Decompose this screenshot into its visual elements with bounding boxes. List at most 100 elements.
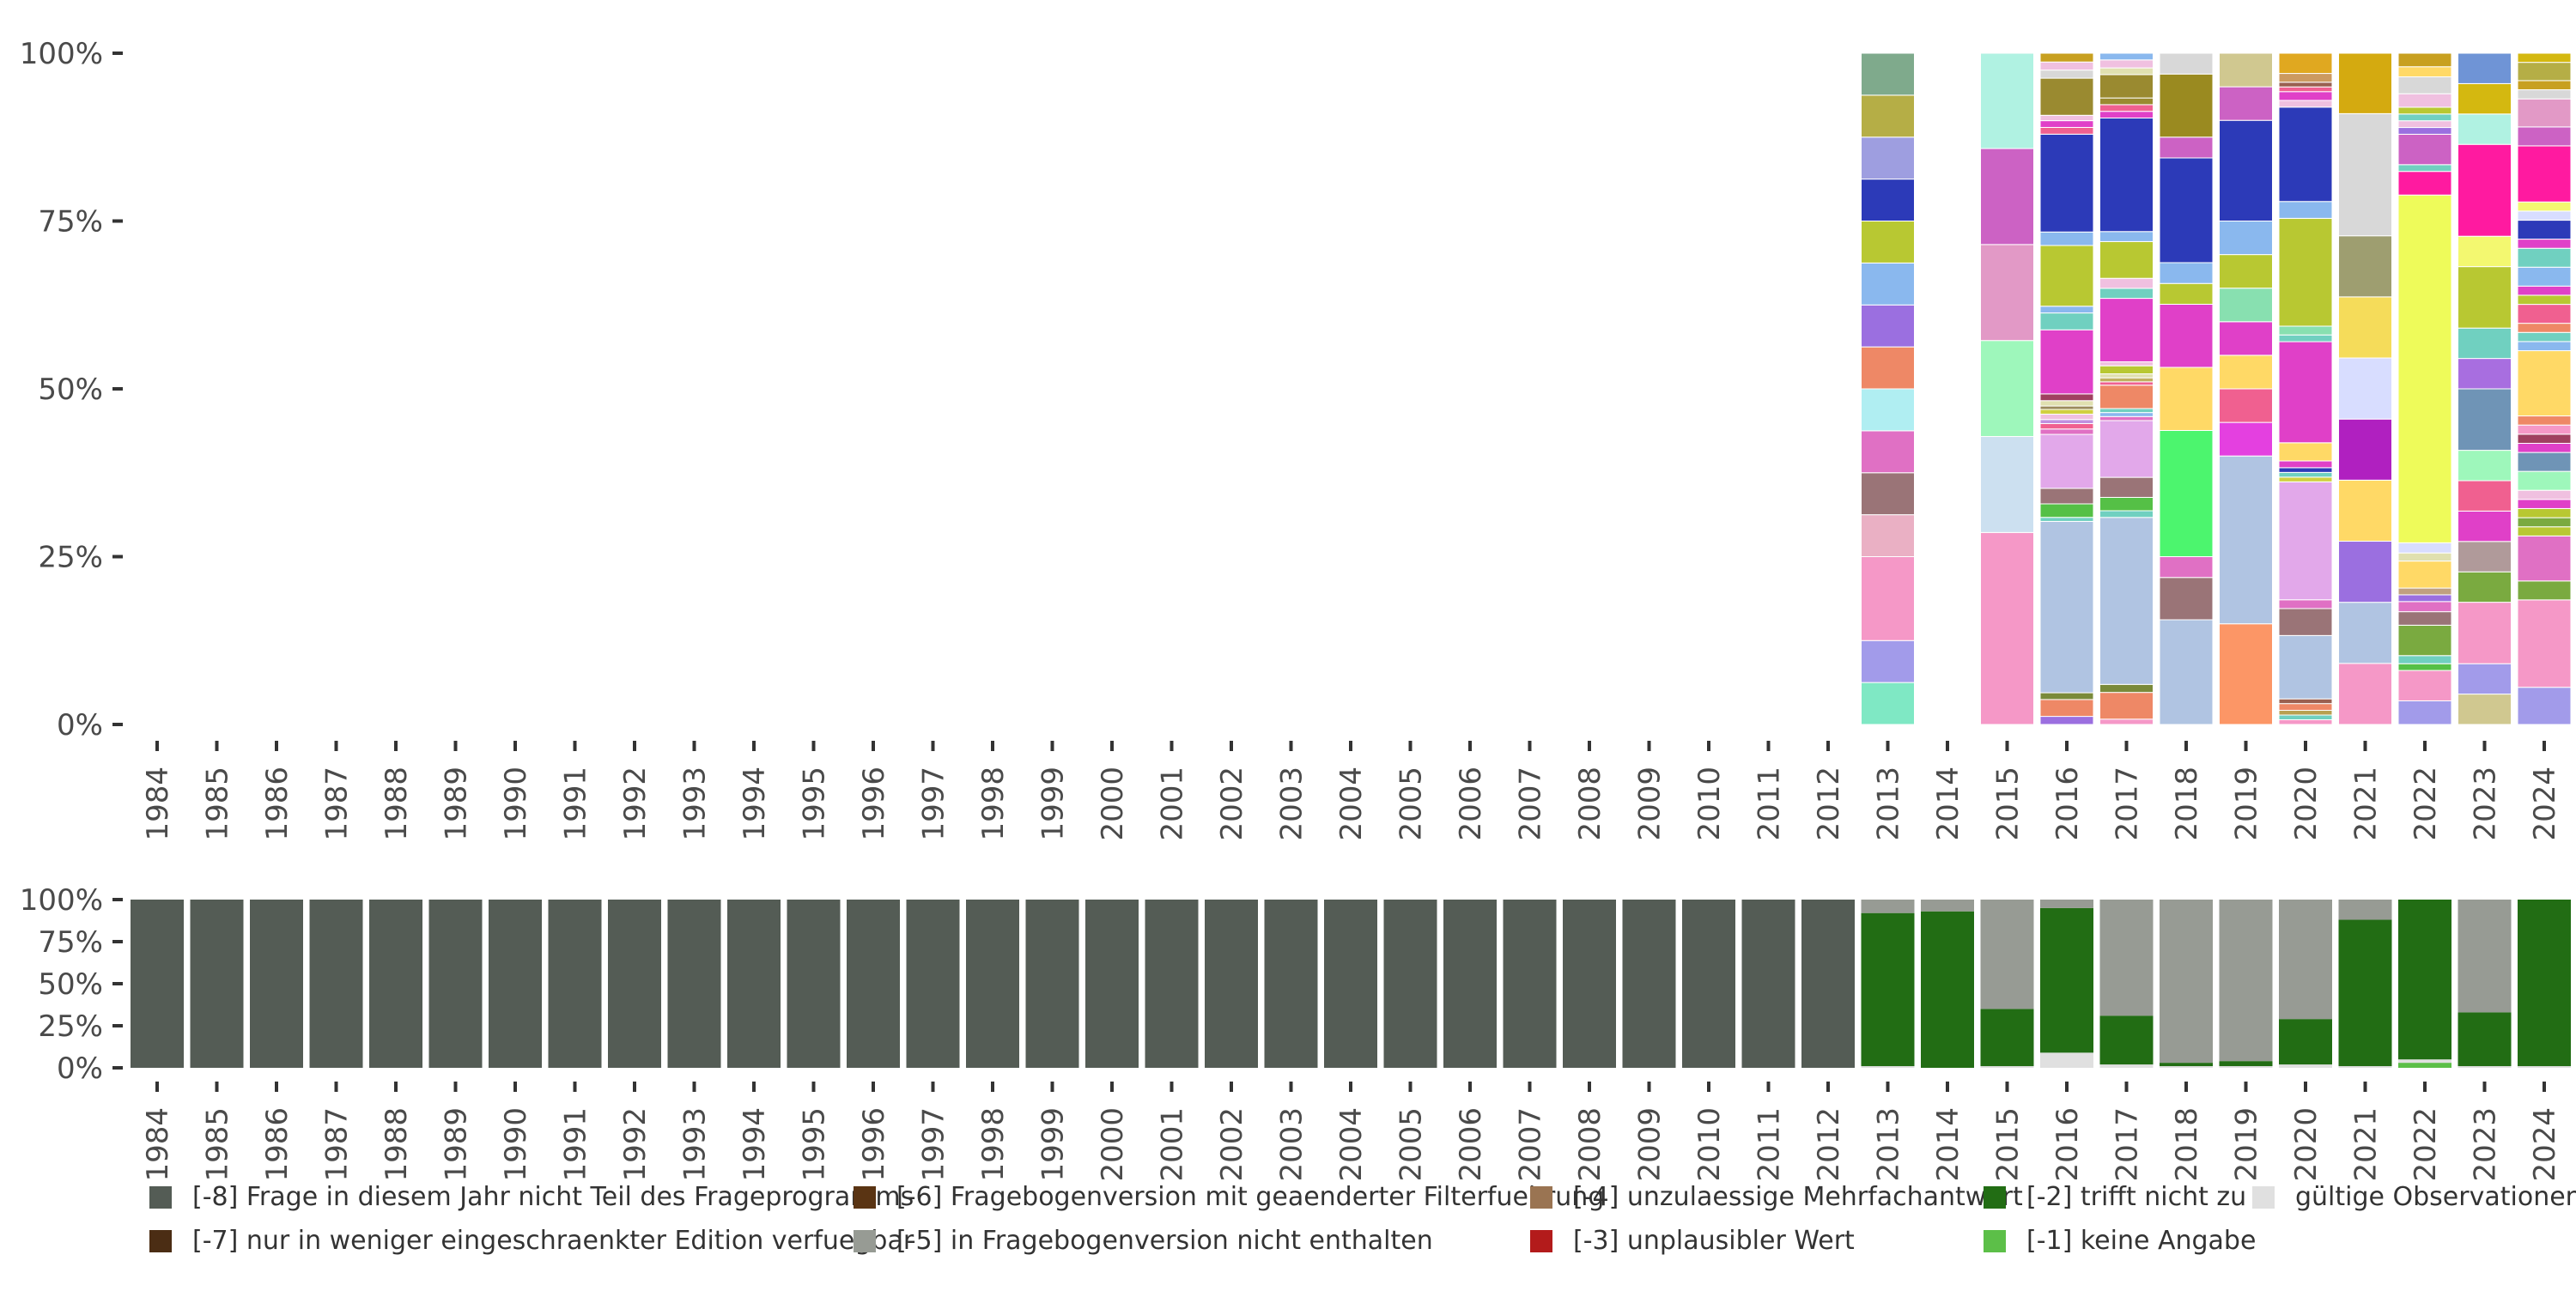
bar-segment-2021 [2338, 296, 2392, 359]
bar-segment-2022 [2397, 113, 2452, 122]
bar-segment-2024 [2517, 442, 2572, 453]
bottom-xtick-label-2003: 2003 [1275, 1107, 1309, 1182]
bar-segment-2013 [1861, 304, 1915, 348]
top-xtick-label-1997: 1997 [917, 767, 951, 841]
bar-segment-2022 [2397, 164, 2452, 173]
bar-segment-2017 [2099, 240, 2154, 279]
bottom-xtick-label-2013: 2013 [1872, 1107, 1906, 1182]
bar-segment-2013 [1861, 221, 1915, 264]
bottom-xtick-label-1995: 1995 [798, 1107, 832, 1182]
bar-1993--8-frage-in-diesem-jahr-nicht-teil-des-frageprogramms [667, 900, 721, 1068]
bar-segment-2023 [2458, 113, 2512, 145]
bottom-xtick-label-2007: 2007 [1514, 1107, 1548, 1182]
bar-segment-2016 [2039, 312, 2094, 330]
bar-segment-2017 [2099, 692, 2154, 720]
bar-1985--8-frage-in-diesem-jahr-nicht-teil-des-frageprogramms [190, 900, 244, 1068]
bar-segment-2022 [2397, 655, 2452, 664]
top-xtick-label-2023: 2023 [2469, 767, 2503, 841]
bottom-xtick-label-2012: 2012 [1812, 1107, 1846, 1182]
bar-segment-2024 [2517, 350, 2572, 417]
top-xtick-label-1992: 1992 [618, 767, 653, 841]
bar-segment-2017 [2099, 298, 2154, 362]
bottom-ytick-label: 50% [38, 967, 103, 1002]
bar-segment-2015 [1980, 52, 2034, 149]
bar-segment-2017 [2099, 412, 2154, 417]
bar-segment-2023 [2458, 358, 2512, 390]
bar-segment-2017 [2099, 365, 2154, 374]
bar-segment-2022 [2397, 52, 2452, 68]
bar-segment-2024 [2517, 535, 2572, 582]
bar-segment-2018 [2159, 73, 2214, 138]
bar-2015--2-trifft-nicht-zu [1980, 1009, 2034, 1067]
bar-segment-2016 [2039, 422, 2094, 430]
bar-segment-2019 [2219, 355, 2273, 390]
bar-segment-2019 [2219, 288, 2273, 323]
top-xtick-label-1998: 1998 [976, 767, 1011, 841]
bar-1988--8-frage-in-diesem-jahr-nicht-teil-des-frageprogramms [369, 900, 422, 1068]
bar-segment-2024 [2517, 452, 2572, 472]
bar-segment-2024 [2517, 266, 2572, 287]
bar-segment-2019 [2219, 455, 2273, 625]
bar-segment-2019 [2219, 52, 2273, 88]
top-xtick-label-1985: 1985 [201, 767, 235, 841]
bottom-xtick-label-2022: 2022 [2409, 1107, 2443, 1182]
bar-1992--8-frage-in-diesem-jahr-nicht-teil-des-frageprogramms [608, 900, 661, 1068]
bar-segment-2024 [2517, 507, 2572, 518]
bar-segment-2013 [1861, 639, 1915, 683]
bar-1998--8-frage-in-diesem-jahr-nicht-teil-des-frageprogramms [966, 900, 1019, 1068]
bar-segment-2024 [2517, 517, 2572, 528]
bar-segment-2015 [1980, 244, 2034, 342]
bar-segment-2017 [2099, 415, 2154, 421]
bar-1986--8-frage-in-diesem-jahr-nicht-teil-des-frageprogramms [250, 900, 303, 1068]
bar-2010--8-frage-in-diesem-jahr-nicht-teil-des-frageprogramms [1682, 900, 1735, 1068]
bar-segment-2016 [2039, 329, 2094, 395]
bar-segment-2024 [2517, 52, 2572, 64]
bar-segment-2018 [2159, 262, 2214, 284]
bar-segment-2020 [2278, 82, 2333, 88]
bar-segment-2016 [2039, 245, 2094, 307]
bottom-xtick-label-1986: 1986 [260, 1107, 295, 1182]
bottom-xtick-label-2008: 2008 [1573, 1107, 1607, 1182]
bar-segment-2022 [2397, 93, 2452, 108]
bar-segment-2020 [2278, 52, 2333, 75]
bar-segment-2024 [2517, 239, 2572, 249]
bar-2017--2-trifft-nicht-zu [2099, 1015, 2154, 1065]
bar-segment-2022 [2397, 542, 2452, 554]
top-xtick-label-2004: 2004 [1334, 767, 1369, 841]
bar-segment-2015 [1980, 148, 2034, 245]
bar-segment-2020 [2278, 471, 2333, 478]
bar-segment-2020 [2278, 217, 2333, 327]
bar-segment-2024 [2517, 80, 2572, 91]
bar-segment-2019 [2219, 119, 2273, 221]
bar-segment-2024 [2517, 331, 2572, 342]
top-xtick-label-2007: 2007 [1514, 767, 1548, 841]
bar-segment-2013 [1861, 52, 1915, 96]
bar-2011--8-frage-in-diesem-jahr-nicht-teil-des-frageprogramms [1741, 900, 1795, 1068]
bottom-xtick-label-1998: 1998 [976, 1107, 1011, 1182]
bar-segment-2017 [2099, 408, 2154, 414]
bar-segment-2013 [1861, 262, 1915, 306]
bottom-xtick-label-2016: 2016 [2050, 1107, 2085, 1182]
bar-2023-g-ltige-observationen [2458, 1066, 2512, 1068]
bar-segment-2020 [2278, 201, 2333, 219]
bar-segment-2024 [2517, 201, 2572, 212]
bar-segment-2023 [2458, 571, 2512, 603]
bar-2019--2-trifft-nicht-zu [2219, 1061, 2273, 1067]
bar-segment-2024 [2517, 304, 2572, 324]
bar-segment-2018 [2159, 367, 2214, 431]
bar-1989--8-frage-in-diesem-jahr-nicht-teil-des-frageprogramms [428, 900, 483, 1068]
bar-segment-2017 [2099, 377, 2154, 383]
bottom-xtick-label-2006: 2006 [1454, 1107, 1488, 1182]
bottom-xtick-label-2001: 2001 [1156, 1107, 1190, 1182]
bar-2013--5-in-fragebogenversion-nicht-enthalten [1861, 900, 1915, 913]
bottom-xtick-label-2019: 2019 [2230, 1107, 2264, 1182]
bar-segment-2022 [2397, 561, 2452, 589]
bar-segment-2018 [2159, 556, 2214, 579]
top-xtick-label-2001: 2001 [1156, 767, 1190, 841]
bottom-ytick-label: 25% [38, 1009, 103, 1044]
bar-segment-2021 [2338, 357, 2392, 420]
top-xtick-label-2008: 2008 [1573, 767, 1607, 841]
bottom-xtick-label-1989: 1989 [440, 1107, 474, 1182]
top-xtick-label-2006: 2006 [1454, 767, 1488, 841]
